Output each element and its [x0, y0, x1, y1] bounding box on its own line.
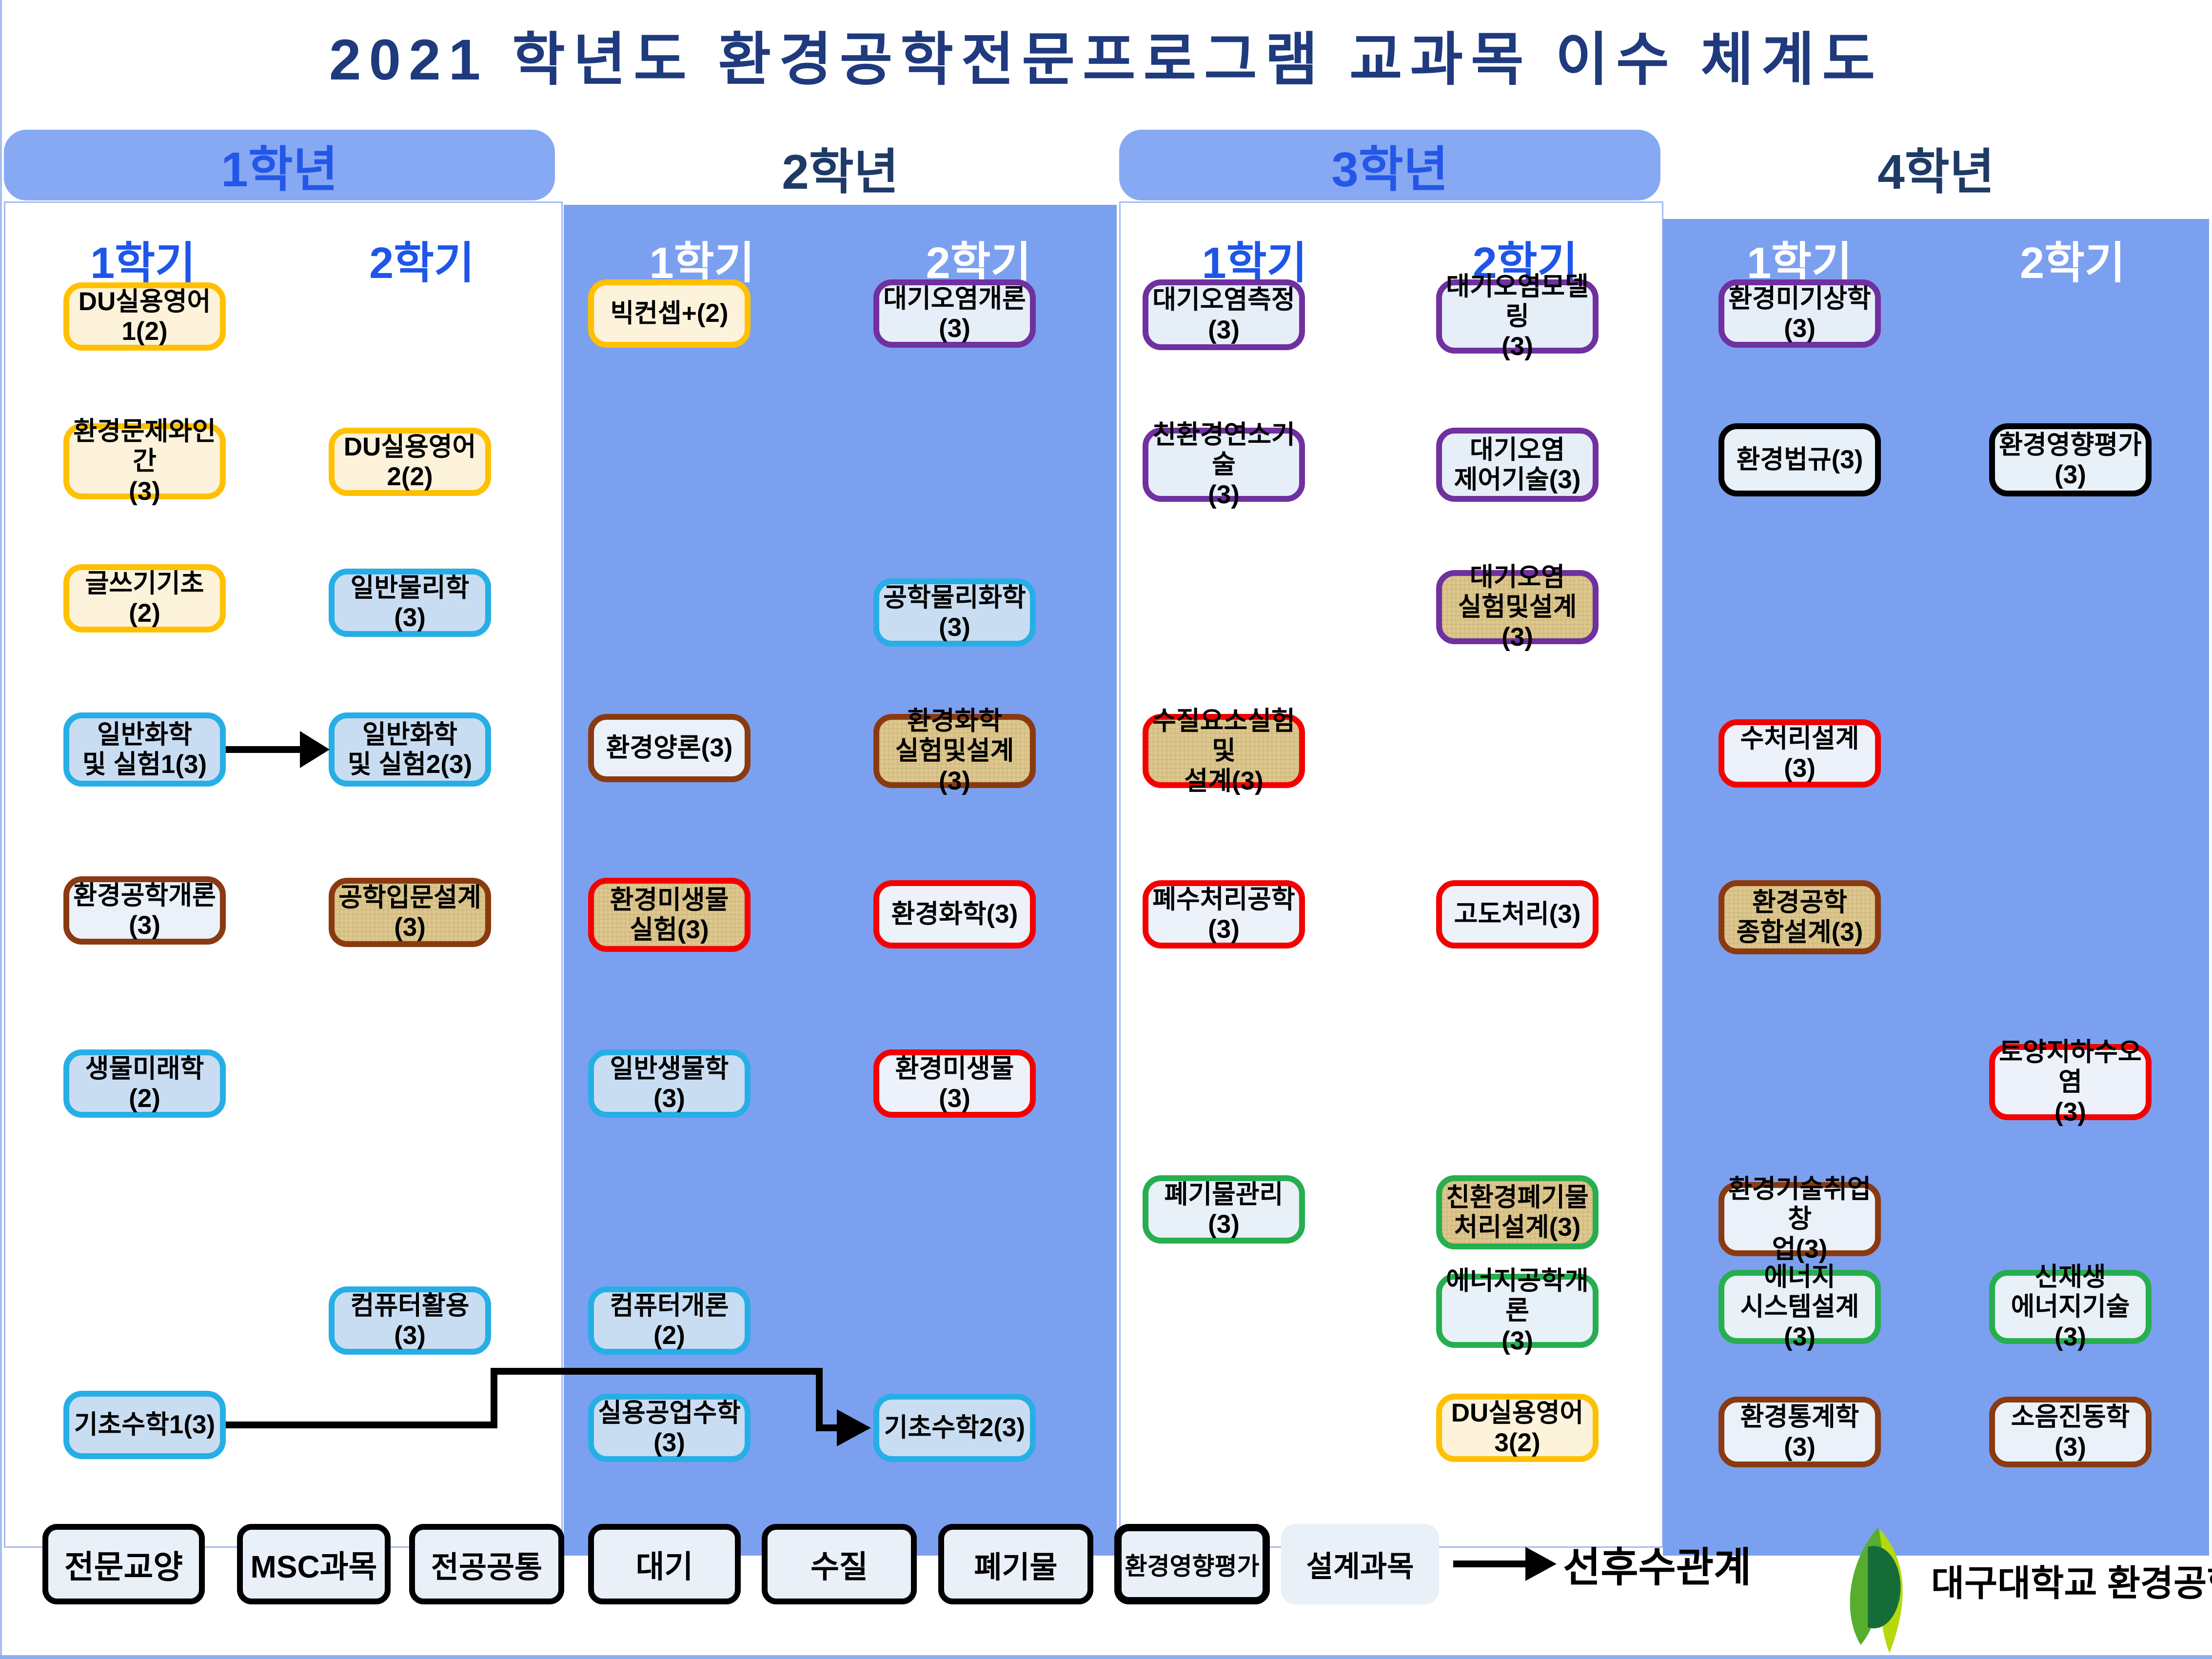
course-box: DU실용영어1(2): [63, 282, 226, 351]
course-box: DU실용영어2(2): [329, 428, 491, 496]
course-box: 수처리설계(3): [1718, 719, 1881, 788]
course-box: 환경미생물 실험(3): [588, 878, 750, 952]
course-box: 소음진동학(3): [1989, 1397, 2152, 1467]
legend-liberal: 전문교양: [42, 1524, 205, 1604]
year1-sem1-label: 1학기: [90, 239, 196, 288]
year3-header: 3학년: [1119, 130, 1660, 200]
course-box: 글쓰기기초(2): [63, 564, 226, 632]
course-box: 빅컨셉+(2): [588, 279, 750, 348]
course-box: 일반화학 및 실험1(3): [63, 712, 226, 787]
legend-water: 수질: [762, 1524, 917, 1604]
arrowhead-icon: [300, 731, 330, 768]
course-box: 대기오염 제어기술(3): [1436, 428, 1599, 502]
course-box: 환경공학개론(3): [63, 876, 226, 945]
university-department-name: 대구대학교 환경공학과: [1931, 1562, 2212, 1603]
course-box: 에너지 시스템설계(3): [1718, 1263, 1881, 1351]
course-box: 친환경연소기술 (3): [1143, 420, 1305, 509]
prerequisite-arrow-math: [226, 1368, 837, 1431]
course-box: 환경문제와인간 (3): [63, 417, 226, 506]
course-box: 환경미기상학(3): [1718, 279, 1881, 348]
slide-left-border: [0, 0, 2, 1659]
course-box: 에너지공학개론 (3): [1436, 1266, 1599, 1355]
course-box: 일반생물학(3): [588, 1049, 750, 1118]
course-box: 환경화학 실험및설계(3): [873, 707, 1036, 795]
course-box: 생물미래학(2): [63, 1049, 226, 1118]
course-box: 공학물리화학(3): [873, 578, 1036, 647]
course-box: 대기오염 실험및설계(3): [1436, 563, 1599, 652]
course-box: 환경화학(3): [873, 880, 1036, 948]
course-box: 대기오염측정(3): [1143, 279, 1305, 350]
course-box: 환경통계학(3): [1718, 1397, 1881, 1467]
course-box: 수질요소실험및 설계(3): [1143, 707, 1305, 795]
legend-waste: 폐기물: [938, 1524, 1093, 1604]
course-box: 기초수학2(3): [873, 1394, 1036, 1462]
course-box: 폐수처리공학(3): [1143, 880, 1305, 948]
year1-header: 1학년: [4, 130, 555, 200]
course-box: 실용공업수학(3): [588, 1394, 750, 1462]
course-box: 환경공학 종합설계(3): [1718, 880, 1881, 954]
legend-arrow-label: 선후수관계: [1563, 1544, 1752, 1590]
course-box: 일반물리학(3): [329, 569, 491, 637]
year4-header: 4학년: [1877, 145, 1995, 199]
course-box: 대기오염개론(3): [873, 279, 1036, 348]
course-box: 고도처리(3): [1436, 880, 1599, 948]
course-box: 일반화학 및 실험2(3): [329, 712, 491, 787]
year2-header: 2학년: [782, 145, 899, 199]
university-leaf-logo-icon: [1850, 1527, 1903, 1653]
course-box: DU실용영어3(2): [1436, 1394, 1599, 1462]
course-box: 컴퓨터활용(3): [329, 1286, 491, 1355]
course-box: 환경양론(3): [588, 714, 750, 782]
page-title: 2021 학년도 환경공학전문프로그램 교과목 이수 체계도: [329, 28, 1883, 92]
legend-major-common: 전공공통: [409, 1524, 564, 1604]
course-box: 환경영향평가(3): [1989, 423, 2152, 496]
course-box: 친환경폐기물 처리설계(3): [1436, 1175, 1599, 1249]
arrowhead-icon: [837, 1409, 871, 1446]
course-box: 공학입문설계(3): [329, 878, 491, 947]
legend-design: 설계과목: [1281, 1524, 1439, 1604]
course-box: 환경미생물(3): [873, 1049, 1036, 1118]
course-box: 환경법규(3): [1718, 423, 1881, 496]
slide-bottom-border: [0, 1655, 2212, 1659]
legend-eia: 환경영향평가: [1114, 1524, 1270, 1604]
legend-msc: MSC과목: [237, 1524, 391, 1604]
course-box: 폐기물관리(3): [1143, 1175, 1305, 1244]
course-box: 컴퓨터개론(2): [588, 1286, 750, 1355]
legend-air: 대기: [588, 1524, 741, 1604]
year1-sem2-label: 2학기: [369, 239, 474, 288]
course-box: 기초수학1(3): [63, 1391, 226, 1459]
year4-sem2-label: 2학기: [2020, 239, 2125, 288]
